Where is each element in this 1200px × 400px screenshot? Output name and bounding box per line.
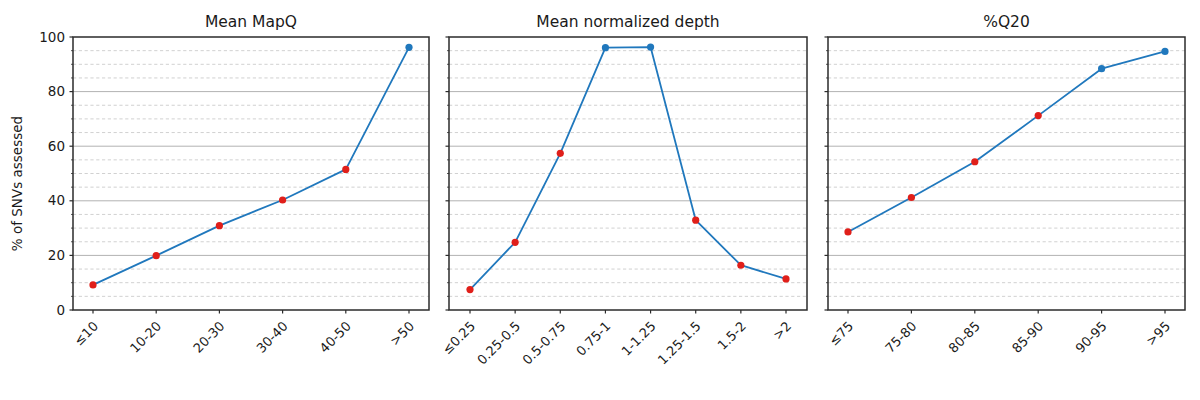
charts-svg: 020406080100≤1010-2020-3030-4040-50>50Me… (0, 0, 1200, 400)
data-point (1098, 65, 1105, 72)
data-point (279, 196, 286, 203)
data-point (216, 222, 223, 229)
chart-title: %Q20 (983, 13, 1030, 31)
y-tick-label: 60 (48, 138, 65, 154)
y-tick-label: 100 (39, 29, 65, 45)
data-point (89, 281, 96, 288)
data-point (405, 44, 412, 51)
data-point (647, 44, 654, 51)
data-point (1035, 112, 1042, 119)
chart-title: Mean MapQ (205, 13, 297, 31)
y-tick-label: 20 (48, 247, 65, 263)
data-point (971, 158, 978, 165)
data-point (466, 286, 473, 293)
data-point (557, 150, 564, 157)
y-tick-label: 80 (48, 83, 65, 99)
y-tick-label: 40 (48, 192, 65, 208)
data-point (512, 239, 519, 246)
figure-panel: 020406080100≤1010-2020-3030-4040-50>50Me… (0, 0, 1200, 400)
data-point (737, 262, 744, 269)
y-tick-label: 0 (56, 302, 65, 318)
data-point (602, 44, 609, 51)
data-point (342, 166, 349, 173)
data-point (1161, 48, 1168, 55)
y-axis-label: % of SNVs assessed (9, 116, 25, 251)
data-point (908, 194, 915, 201)
chart-title: Mean normalized depth (536, 13, 719, 31)
data-point (692, 217, 699, 224)
data-point (782, 275, 789, 282)
data-point (844, 228, 851, 235)
data-point (153, 252, 160, 259)
